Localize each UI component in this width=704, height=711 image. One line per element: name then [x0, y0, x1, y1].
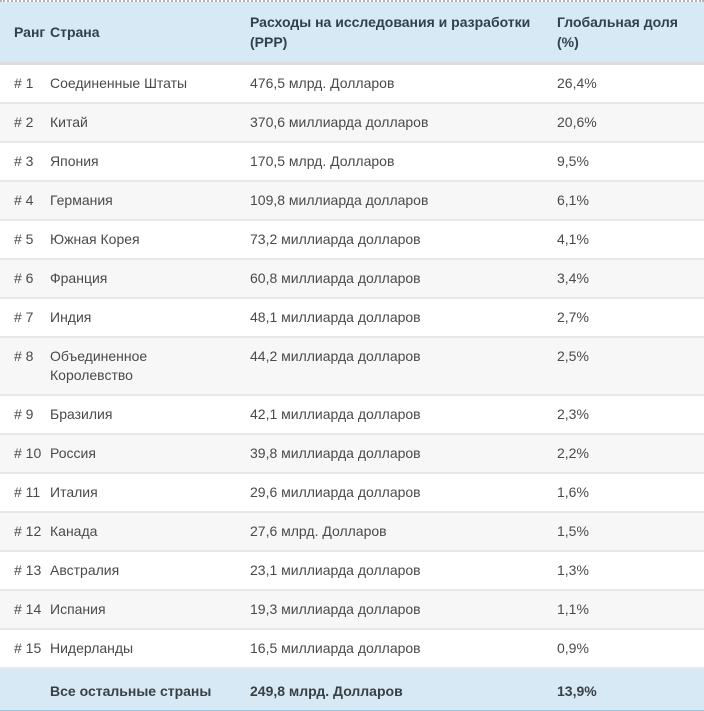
- rank-cell: # 9: [0, 394, 50, 434]
- country-cell: Южная Корея: [50, 219, 250, 259]
- table-row: # 14 Испания 19,3 миллиарда долларов 1,1%: [0, 589, 704, 629]
- country-cell: Австралия: [50, 550, 250, 590]
- expenditure-cell: 19,3 миллиарда долларов: [250, 589, 557, 629]
- col-header-share-line1: Глобальная доля: [557, 14, 678, 30]
- share-cell: 2,5%: [557, 336, 704, 395]
- table-row: # 8 Объединенное Королевство 44,2 миллиард…: [0, 336, 704, 395]
- rank-cell: # 1: [0, 63, 50, 103]
- country-cell: Франция: [50, 258, 250, 298]
- rank-cell: # 6: [0, 258, 50, 298]
- expenditure-cell: 48,1 миллиарда долларов: [250, 297, 557, 337]
- table-row: # 4 Германия 109,8 миллиарда долларов 6,1%: [0, 180, 704, 220]
- share-cell: 1,1%: [557, 589, 704, 629]
- col-header-share: Глобальная доля (%): [557, 2, 704, 65]
- country-cell: Китай: [50, 102, 250, 142]
- table-row: # 11 Италия 29,6 миллиарда долларов 1,6%: [0, 472, 704, 512]
- table-footer: Все остальные страны 249,8 млрд. Долларо…: [0, 667, 704, 711]
- header-row: Ранг Страна Расходы на исследования и ра…: [0, 2, 704, 65]
- share-cell: 2,7%: [557, 297, 704, 337]
- expenditure-cell: 60,8 миллиарда долларов: [250, 258, 557, 298]
- table-header: Ранг Страна Расходы на исследования и ра…: [0, 2, 704, 65]
- share-cell: 2,3%: [557, 394, 704, 434]
- expenditure-cell: 27,6 млрд. Долларов: [250, 511, 557, 551]
- col-header-share-line2: (%): [557, 34, 579, 50]
- table-row: # 9 Бразилия 42,1 миллиарда долларов 2,3%: [0, 394, 704, 434]
- expenditure-cell: 42,1 миллиарда долларов: [250, 394, 557, 434]
- expenditure-cell: 29,6 миллиарда долларов: [250, 472, 557, 512]
- share-cell: 6,1%: [557, 180, 704, 220]
- expenditure-cell: 16,5 миллиарда долларов: [250, 628, 557, 668]
- share-cell: 2,2%: [557, 433, 704, 473]
- table-row: # 10 Россия 39,8 миллиарда долларов 2,2%: [0, 433, 704, 473]
- share-cell: 1,6%: [557, 472, 704, 512]
- expenditure-cell: 170,5 млрд. Долларов: [250, 141, 557, 181]
- expenditure-cell: 109,8 миллиарда долларов: [250, 180, 557, 220]
- country-cell: Япония: [50, 141, 250, 181]
- footer-expenditure-cell: 249,8 млрд. Долларов: [250, 667, 557, 711]
- footer-row: Все остальные страны 249,8 млрд. Долларо…: [0, 667, 704, 711]
- country-cell: Россия: [50, 433, 250, 473]
- country-cell: Германия: [50, 180, 250, 220]
- country-cell: Канада: [50, 511, 250, 551]
- share-cell: 3,4%: [557, 258, 704, 298]
- expenditure-cell: 44,2 миллиарда долларов: [250, 336, 557, 395]
- share-cell: 1,3%: [557, 550, 704, 590]
- table-body: # 1 Соединенные Штаты 476,5 млрд. Долларов…: [0, 63, 704, 668]
- table-row: # 2 Китай 370,6 миллиарда долларов 20,6%: [0, 102, 704, 142]
- rank-cell: # 3: [0, 141, 50, 181]
- table-row: # 3 Япония 170,5 млрд. Долларов 9,5%: [0, 141, 704, 181]
- rank-cell: # 4: [0, 180, 50, 220]
- table-row: # 7 Индия 48,1 миллиарда долларов 2,7%: [0, 297, 704, 337]
- rank-cell: # 13: [0, 550, 50, 590]
- footer-country-cell: Все остальные страны: [50, 667, 250, 711]
- table-row: # 5 Южная Корея 73,2 миллиарда долларов 4,1…: [0, 219, 704, 259]
- expenditure-cell: 73,2 миллиарда долларов: [250, 219, 557, 259]
- share-cell: 0,9%: [557, 628, 704, 668]
- col-header-rank: Ранг: [0, 2, 50, 65]
- col-header-expenditure-line2: (PPP): [250, 34, 288, 50]
- share-cell: 9,5%: [557, 141, 704, 181]
- table-row: # 6 Франция 60,8 миллиарда долларов 3,4%: [0, 258, 704, 298]
- rank-cell: # 8: [0, 336, 50, 395]
- table-row: # 13 Австралия 23,1 миллиарда долларов 1,3%: [0, 550, 704, 590]
- share-cell: 4,1%: [557, 219, 704, 259]
- rank-cell: # 2: [0, 102, 50, 142]
- rank-cell: # 10: [0, 433, 50, 473]
- country-cell: Объединенное Королевство: [50, 336, 250, 395]
- expenditure-cell: 23,1 миллиарда долларов: [250, 550, 557, 590]
- country-cell: Бразилия: [50, 394, 250, 434]
- expenditure-cell: 476,5 млрд. Долларов: [250, 63, 557, 103]
- rank-cell: # 5: [0, 219, 50, 259]
- col-header-expenditure-line1: Расходы на исследования и разработки: [250, 14, 531, 30]
- rank-cell: # 11: [0, 472, 50, 512]
- col-header-country: Страна: [50, 2, 250, 65]
- share-cell: 26,4%: [557, 63, 704, 103]
- rank-cell: # 7: [0, 297, 50, 337]
- share-cell: 1,5%: [557, 511, 704, 551]
- country-cell: Испания: [50, 589, 250, 629]
- rank-cell: # 14: [0, 589, 50, 629]
- country-cell: Индия: [50, 297, 250, 337]
- table-row: # 15 Нидерланды 16,5 миллиарда долларов 0,9…: [0, 628, 704, 668]
- table-row: # 12 Канада 27,6 млрд. Долларов 1,5%: [0, 511, 704, 551]
- footer-rank-cell: [0, 667, 50, 711]
- country-cell: Соединенные Штаты: [50, 63, 250, 103]
- country-cell: Нидерланды: [50, 628, 250, 668]
- col-header-expenditure: Расходы на исследования и разработки (PPP…: [250, 2, 557, 65]
- share-cell: 20,6%: [557, 102, 704, 142]
- table-row: # 1 Соединенные Штаты 476,5 млрд. Долларов…: [0, 63, 704, 103]
- expenditure-cell: 39,8 миллиарда долларов: [250, 433, 557, 473]
- rank-cell: # 12: [0, 511, 50, 551]
- expenditure-cell: 370,6 миллиарда долларов: [250, 102, 557, 142]
- rank-cell: # 15: [0, 628, 50, 668]
- country-cell: Италия: [50, 472, 250, 512]
- footer-share-cell: 13,9%: [557, 667, 704, 711]
